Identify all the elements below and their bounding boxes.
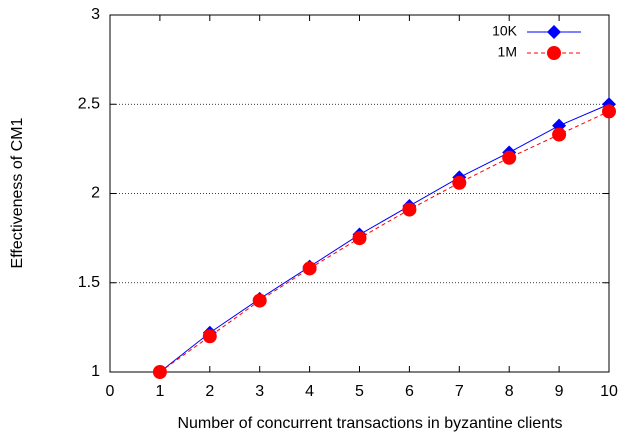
x-tick-label: 3 [255,383,264,400]
y-tick-label: 1.5 [78,274,100,291]
series-line [159,110,610,373]
x-axis-label: Number of concurrent transactions in byz… [177,415,562,432]
plot-frame [109,14,610,373]
series-line [159,103,610,373]
x-tick-label: 2 [205,383,214,400]
marker [252,293,267,308]
x-tick-label: 8 [505,383,514,400]
marker [352,231,367,246]
x-tick-label: 5 [355,383,364,400]
y-tick-label: 2 [91,185,100,202]
x-tick-label: 6 [405,383,414,400]
y-tick-label: 2.5 [78,95,100,112]
marker [202,329,217,344]
x-tick-label: 10 [600,383,618,400]
marker [602,104,616,119]
legend-marker [547,25,561,39]
marker [552,127,567,142]
x-tick-label: 4 [305,383,314,400]
legend-label: 1M [498,44,517,60]
marker [152,365,167,379]
y-axis-label: Effectiveness of CM1 [9,117,26,268]
marker [402,202,417,217]
marker [502,150,517,165]
x-tick-label: 7 [455,383,464,400]
y-tick-label: 1 [91,363,100,380]
legend-marker [547,46,561,60]
x-tick-label: 1 [155,383,164,400]
x-tick-label: 9 [555,383,564,400]
marker [452,175,467,190]
x-tick-label: 0 [106,383,115,400]
marker [302,261,317,276]
legend-label: 10K [492,23,518,39]
y-tick-label: 3 [91,6,100,23]
